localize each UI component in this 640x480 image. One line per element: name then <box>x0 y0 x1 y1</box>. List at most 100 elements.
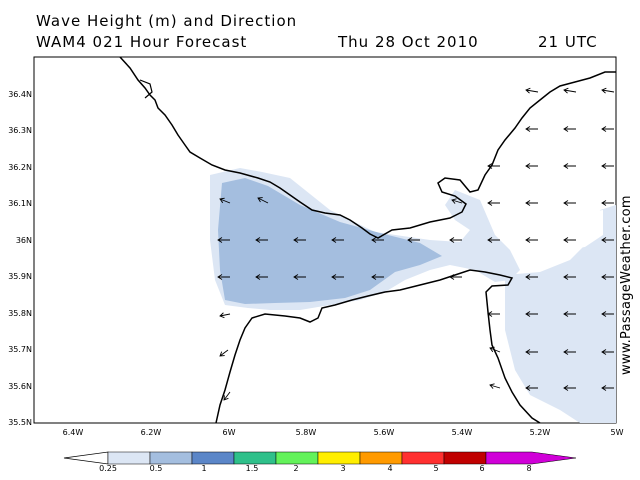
map-title: Wave Height (m) and Direction <box>36 12 298 30</box>
lat-label: 36.4N <box>8 90 32 99</box>
direction-arrow <box>563 274 576 280</box>
direction-arrow <box>525 200 538 206</box>
colorbar-label: 8 <box>526 464 532 473</box>
colorbar-label: 3 <box>340 464 346 473</box>
direction-arrow <box>601 274 614 280</box>
direction-arrow <box>601 87 615 94</box>
lat-label: 36.2N <box>8 163 32 172</box>
direction-arrow <box>217 274 230 280</box>
direction-arrow <box>219 349 229 357</box>
colorbar-swatch <box>107 451 151 465</box>
lon-label: 6.2W <box>140 428 162 437</box>
forecast-date: Thu 28 Oct 2010 <box>338 33 479 51</box>
colorbar <box>63 451 577 465</box>
colorbar-swatch <box>191 451 235 465</box>
forecast-time: 21 UTC <box>538 33 598 51</box>
direction-arrow <box>601 311 614 317</box>
direction-arrow <box>601 163 614 169</box>
direction-arrow <box>407 237 420 243</box>
lat-label: 35.5N <box>8 418 32 427</box>
forecast-model: WAM4 021 Hour Forecast <box>36 33 248 51</box>
direction-arrow <box>451 198 463 204</box>
direction-arrow <box>449 237 462 243</box>
direction-arrow <box>525 274 538 280</box>
lon-label: 5W <box>610 428 624 437</box>
direction-arrow <box>489 383 501 389</box>
direction-arrows <box>217 87 615 401</box>
direction-arrow <box>223 391 231 401</box>
morocco-coastline <box>215 269 541 424</box>
direction-arrow <box>563 349 576 355</box>
lon-label: 5.2W <box>529 428 551 437</box>
direction-arrow <box>217 237 230 243</box>
colorbar-swatch <box>359 451 403 465</box>
direction-arrow <box>525 311 538 317</box>
direction-arrow <box>563 200 576 206</box>
direction-arrow <box>563 126 576 132</box>
direction-arrow <box>525 237 538 243</box>
lat-label: 35.6N <box>8 382 32 391</box>
direction-arrow <box>525 385 538 391</box>
colorbar-swatch <box>317 451 361 465</box>
colorbar-label: 0.5 <box>149 464 163 473</box>
direction-arrow <box>601 200 614 206</box>
direction-arrow <box>331 274 344 280</box>
direction-arrow <box>525 349 538 355</box>
direction-arrow <box>563 311 576 317</box>
direction-arrow <box>371 274 384 280</box>
lat-label: 35.7N <box>8 345 32 354</box>
credit-text: www.PassageWeather.com <box>619 195 634 375</box>
colorbar-label: 6 <box>479 464 485 473</box>
direction-arrow <box>601 349 614 355</box>
direction-arrow <box>255 237 268 243</box>
direction-arrow <box>219 197 231 204</box>
direction-arrow <box>525 126 538 132</box>
lon-label: 6.4W <box>62 428 84 437</box>
lat-label: 36N <box>15 236 32 245</box>
direction-arrow <box>525 87 539 94</box>
colorbar-label: 2 <box>293 464 299 473</box>
direction-arrow <box>563 87 577 94</box>
direction-arrow <box>371 237 384 243</box>
direction-arrow <box>563 237 576 243</box>
direction-arrow <box>219 312 231 319</box>
lat-label: 35.8N <box>8 309 32 318</box>
direction-arrow <box>525 163 538 169</box>
direction-arrow <box>257 197 269 204</box>
wave-shading-mid <box>218 178 442 304</box>
lon-label: 6W <box>222 428 236 437</box>
colorbar-label: 1 <box>201 464 207 473</box>
colorbar-label: 5 <box>433 464 439 473</box>
colorbar-label: 4 <box>387 464 393 473</box>
direction-arrow <box>487 311 500 317</box>
colorbar-high-arrow <box>485 451 577 465</box>
direction-arrow <box>255 274 268 280</box>
lon-label: 5.4W <box>451 428 473 437</box>
colorbar-swatch <box>443 451 487 465</box>
direction-arrow <box>601 385 614 391</box>
lat-label: 36.3N <box>8 126 32 135</box>
direction-arrow <box>563 163 576 169</box>
colorbar-swatch <box>275 451 319 465</box>
direction-arrow <box>331 237 344 243</box>
direction-arrow <box>489 346 501 353</box>
colorbar-swatch <box>149 451 193 465</box>
direction-arrow <box>601 237 614 243</box>
colorbar-swatch <box>401 451 445 465</box>
lon-label: 5.6W <box>373 428 395 437</box>
lat-label: 36.1N <box>8 199 32 208</box>
direction-arrow <box>293 274 306 280</box>
cadiz-bay-outline <box>139 79 153 99</box>
lon-label: 5.8W <box>295 428 317 437</box>
direction-arrow <box>563 385 576 391</box>
direction-arrow <box>293 237 306 243</box>
direction-arrow <box>487 163 500 169</box>
spain-coastline <box>119 56 616 239</box>
colorbar-label: 1.5 <box>245 464 259 473</box>
direction-arrow <box>601 126 614 132</box>
colorbar-low-arrow <box>63 451 109 465</box>
direction-arrow <box>487 237 500 243</box>
colorbar-swatch <box>233 451 277 465</box>
direction-arrow <box>487 200 500 206</box>
lat-label: 35.9N <box>8 272 32 281</box>
